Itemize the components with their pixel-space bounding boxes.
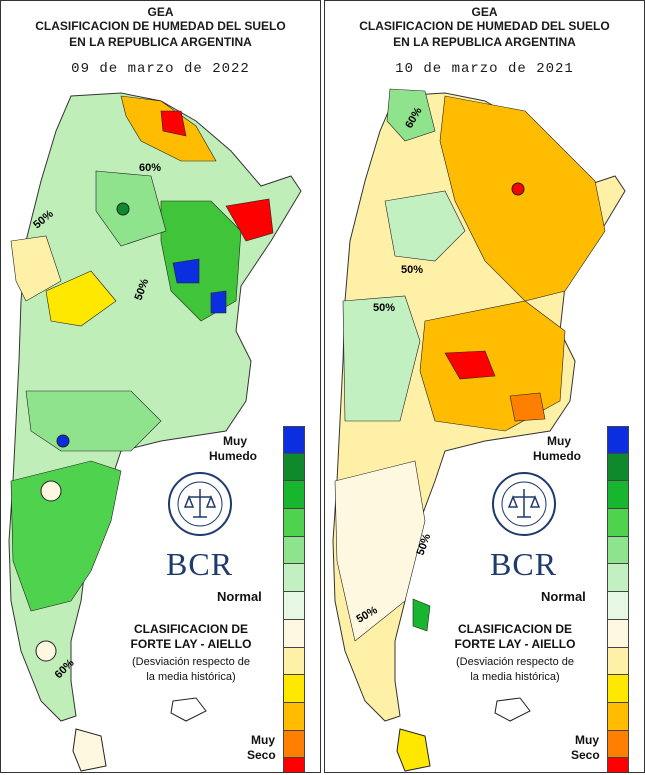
legend-swatch	[283, 509, 305, 537]
legend-bottom-label-2: Seco	[571, 748, 600, 762]
legend-bottom-label-1: Muy	[575, 733, 599, 747]
soil-moisture-map-2021: 60% 50% 50% 50% 50%	[332, 88, 626, 772]
very-dry-region-corrientes	[225, 198, 274, 242]
legend-swatch	[607, 592, 629, 620]
method-line2: FORTE LAY - AIELLO	[454, 637, 576, 651]
method-line1: CLASIFICACION DE	[458, 622, 572, 636]
legend-mid-label: Normal	[217, 589, 262, 604]
legend-swatch	[283, 592, 305, 620]
wet-region-mid	[95, 170, 167, 247]
normal-region-patagonia	[334, 460, 426, 642]
method-line2: FORTE LAY - AIELLO	[130, 637, 252, 651]
soil-moisture-map-2022: 60% 50% 50% 60%	[8, 92, 302, 772]
header-title-line2: EN LA REPUBLICA ARGENTINA	[69, 35, 252, 49]
legend-top-label-1: Muy	[547, 434, 571, 448]
legend-swatch	[283, 481, 305, 510]
method-line4: la media histórica)	[470, 671, 560, 683]
malvinas-islands	[170, 697, 207, 722]
wet-region-puna	[386, 88, 436, 142]
map-panel-2022: 60% 50% 50% 60% GEA CLASIFICACION DE HUM…	[0, 0, 321, 773]
legend-mid-label: Normal	[541, 589, 586, 604]
dry-region-cuyo	[45, 270, 117, 327]
legend-bottom-label-1: Muy	[251, 733, 275, 747]
tierra-del-fuego	[396, 728, 431, 772]
very-dry-region-center	[444, 350, 496, 380]
tierra-del-fuego	[72, 728, 107, 772]
legend-swatch	[607, 619, 629, 648]
legend-swatch	[283, 453, 305, 482]
method-line4: la media histórica)	[146, 671, 236, 683]
legend-swatch	[283, 564, 305, 593]
wet-region-northwest	[384, 190, 466, 262]
legend-swatch	[607, 647, 629, 676]
legend-swatch	[283, 647, 305, 676]
map-panel-2021: 60% 50% 50% 50% 50% GEA CLASIFICACION DE…	[324, 0, 645, 773]
header-date: 10 de marzo de 2021	[395, 61, 574, 77]
very-wet-spot-south	[210, 290, 227, 314]
method-line1: CLASIFICACION DE	[134, 622, 248, 636]
bcr-seal-icon	[491, 471, 557, 542]
legend-swatch	[283, 619, 305, 648]
legend-swatch	[607, 758, 629, 772]
wet-region-patagonia	[10, 460, 122, 612]
legend-swatch	[283, 702, 305, 731]
legend-swatch	[607, 536, 629, 565]
contour-label: 50%	[401, 264, 423, 276]
header-org: GEA	[147, 5, 174, 19]
header-title-line1: CLASIFICACION DE HUMEDAD DEL SUELO	[35, 19, 286, 33]
dry-region-northwest	[10, 235, 62, 302]
header-title-line2: EN LA REPUBLICA ARGENTINA	[393, 35, 576, 49]
very-wet-spot	[172, 258, 200, 284]
legend-swatch	[607, 481, 629, 510]
wet-spot-coast	[412, 598, 431, 632]
color-legend	[607, 426, 631, 772]
orange-region-east	[509, 392, 546, 422]
legend-swatch	[607, 426, 629, 454]
legend-swatch	[607, 453, 629, 482]
legend-top-label-2: Humedo	[533, 449, 581, 463]
header-title-line1: CLASIFICACION DE HUMEDAD DEL SUELO	[359, 19, 610, 33]
malvinas-islands	[494, 697, 531, 722]
wet-region-west	[342, 295, 421, 422]
legend-swatch	[283, 758, 305, 772]
legend-swatch	[607, 564, 629, 593]
method-line3: (Desviación respecto de	[455, 656, 574, 668]
legend-bottom-label-2: Seco	[247, 748, 276, 762]
header-date: 09 de marzo de 2022	[71, 61, 250, 77]
bcr-logo-text: BCR	[166, 546, 234, 582]
legend-swatch	[607, 675, 629, 703]
legend-swatch	[283, 730, 305, 759]
contour-label: 50%	[373, 302, 395, 314]
legend-swatch	[283, 426, 305, 454]
very-dry-region-north	[160, 110, 187, 137]
legend-swatch	[607, 702, 629, 731]
bcr-logo-text: BCR	[490, 546, 558, 582]
header-org: GEA	[471, 5, 498, 19]
contour-label: 60%	[139, 162, 161, 174]
color-legend	[283, 426, 307, 772]
legend-top-label-2: Humedo	[209, 449, 257, 463]
dry-region-north	[439, 95, 606, 302]
legend-swatch	[283, 536, 305, 565]
legend-top-label-1: Muy	[223, 434, 247, 448]
method-line3: (Desviación respecto de	[131, 656, 250, 668]
legend-swatch	[607, 509, 629, 537]
legend-swatch	[283, 675, 305, 703]
legend-swatch	[607, 730, 629, 759]
bcr-seal-icon	[167, 471, 233, 542]
